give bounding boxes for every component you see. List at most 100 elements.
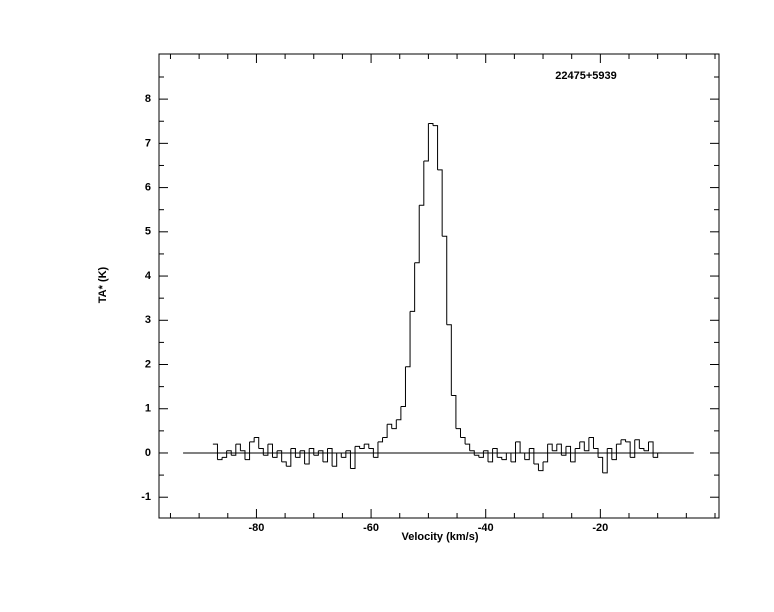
spectrum-channel: [520, 452, 526, 460]
plot-frame: [158, 53, 720, 519]
spectrum-channel: [231, 444, 237, 456]
spectrum-channel: [400, 366, 406, 408]
spectrum-channel: [570, 448, 576, 463]
spectrum-channel: [327, 448, 333, 467]
spectrum-channel: [469, 450, 475, 456]
spectrum-channel: [607, 448, 613, 460]
spectrum-channel: [345, 450, 351, 469]
spectrum-channel: [212, 443, 218, 460]
spectrum-channel: [547, 443, 553, 451]
spectrum-channel: [634, 439, 640, 449]
y-axis-label: TA* (K): [97, 266, 109, 303]
y-tick-label: 5: [145, 226, 151, 238]
spectrum-channel: [410, 262, 416, 312]
spectrum-channel: [368, 448, 374, 458]
spectrum-channel: [501, 452, 507, 461]
spectrum-channel: [387, 423, 393, 429]
chart-title: 22475+5939: [555, 70, 616, 82]
spectrum-channel: [419, 161, 425, 206]
spectrum-channel: [396, 406, 402, 421]
spectrum-channel: [506, 452, 512, 462]
spectrum-channel: [309, 448, 315, 456]
spectrum-channel: [313, 450, 319, 456]
x-tick-label: -60: [363, 522, 379, 534]
spectrum-channel: [588, 436, 594, 449]
spectrum-channel: [235, 443, 241, 451]
spectrum-channel: [290, 448, 296, 458]
spectrum-channel: [432, 125, 439, 170]
spectrum-channel: [543, 444, 549, 463]
spectrum-channel: [336, 452, 342, 458]
spectrum-channel: [598, 456, 604, 473]
spectrum-channel: [382, 424, 388, 438]
spectrum-channel: [286, 448, 292, 467]
y-tick-label: 1: [145, 403, 151, 415]
spectrum-channel: [355, 445, 361, 449]
y-tick-label: 2: [145, 358, 151, 370]
spectrum-channel: [322, 448, 329, 463]
y-tick-label: -1: [141, 491, 151, 503]
spectrum-channel: [244, 441, 251, 461]
spectrum-channel: [579, 441, 585, 451]
spectrum-channel: [529, 448, 535, 465]
spectrum-channel: [359, 444, 365, 450]
x-axis-label: Velocity (km/s): [401, 531, 478, 543]
spectrum-channel: [602, 448, 608, 474]
x-tick-label: -80: [248, 522, 264, 534]
spectrum-channel: [428, 122, 434, 126]
spectrum-channel: [639, 448, 645, 451]
spectrum-channel: [281, 461, 287, 467]
spectrum-channel: [478, 450, 484, 458]
spectrum-channel: [272, 450, 278, 458]
spectrum-channel: [620, 439, 627, 442]
y-tick-label: 6: [145, 181, 151, 193]
spectrum-channel: [254, 436, 260, 449]
spectrum-channel: [630, 439, 636, 458]
spectrum-channel: [616, 439, 622, 445]
spectrum-channel: [538, 461, 544, 472]
spectrum-channel: [460, 436, 466, 445]
spectrum-channel: [648, 441, 654, 458]
spectrum-channel: [263, 444, 269, 456]
x-tick-label: -40: [478, 522, 494, 534]
y-tick-label: 8: [145, 93, 151, 105]
spectrum-channel: [565, 445, 572, 462]
spectrum-channel: [653, 452, 659, 458]
spectrum-channel: [295, 450, 301, 458]
spectrum-channel: [249, 437, 255, 443]
spectrum-channel: [332, 452, 338, 467]
spectrum-channel: [515, 441, 521, 453]
spectrum-channel: [451, 394, 457, 429]
spectrum-channel: [222, 450, 228, 458]
spectrum-channel: [226, 450, 232, 456]
spectrum-channel: [552, 444, 558, 452]
spectrum-channel: [446, 324, 452, 396]
spectrum-channel: [341, 450, 347, 458]
spectrum-channel: [497, 456, 503, 460]
spectrum-channel: [492, 448, 498, 458]
spectrum-channel: [373, 441, 379, 458]
spectrum-channel: [533, 463, 539, 471]
y-tick-label: 4: [145, 270, 152, 282]
spectrum-channel: [465, 443, 471, 451]
spectrum-channel: [277, 450, 283, 462]
y-tick-label: 3: [145, 314, 151, 326]
spectrum-channel: [304, 448, 310, 465]
spectrum-channel: [524, 448, 530, 461]
spectrum-channel: [455, 428, 461, 438]
spectrum-channel: [377, 437, 384, 443]
spectrum-channel: [258, 448, 264, 456]
spectrum-channel: [643, 441, 649, 452]
spectrum-channel: [556, 443, 562, 456]
y-tick-label: 0: [145, 447, 151, 459]
spectrum-channel: [442, 235, 448, 325]
spectrum-channel: [391, 419, 397, 430]
spectrum-channel: [474, 454, 480, 458]
spectrum-channel: [483, 450, 489, 462]
spectrum-channel: [510, 441, 517, 463]
spectrum-channel: [423, 123, 429, 162]
spectrum-channel: [488, 448, 494, 463]
spectrum-channel: [561, 446, 567, 456]
spectrum-channel: [350, 446, 356, 469]
